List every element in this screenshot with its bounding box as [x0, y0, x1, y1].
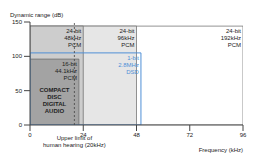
svg-text:96: 96: [240, 132, 247, 138]
svg-text:24-bit48kHzPCM: 24-bit48kHzPCM: [64, 28, 81, 48]
svg-text:72: 72: [186, 132, 193, 138]
svg-text:Frequency (kHz): Frequency (kHz): [199, 147, 243, 153]
svg-text:100: 100: [12, 53, 23, 59]
svg-text:24: 24: [80, 132, 87, 138]
svg-text:16-bit44.1kHzPCM: 16-bit44.1kHzPCM: [55, 61, 77, 81]
svg-text:50: 50: [15, 88, 22, 94]
svg-text:1-bit2.8MHzDSD: 1-bit2.8MHzDSD: [118, 55, 139, 75]
svg-text:Dynamic range (dB): Dynamic range (dB): [10, 12, 63, 18]
svg-text:24-bit192kHzPCM: 24-bit192kHzPCM: [221, 28, 242, 48]
svg-text:48: 48: [133, 132, 140, 138]
svg-text:0: 0: [28, 132, 32, 138]
svg-text:COMPACTDISCDIGITALAUDIO: COMPACTDISCDIGITALAUDIO: [40, 87, 70, 114]
svg-text:150: 150: [12, 19, 23, 25]
svg-text:Upper limit ofhuman hearing (2: Upper limit ofhuman hearing (20kHz): [43, 135, 106, 148]
svg-text:0: 0: [19, 122, 23, 128]
svg-text:24-bit96kHzPCM: 24-bit96kHzPCM: [117, 28, 134, 48]
